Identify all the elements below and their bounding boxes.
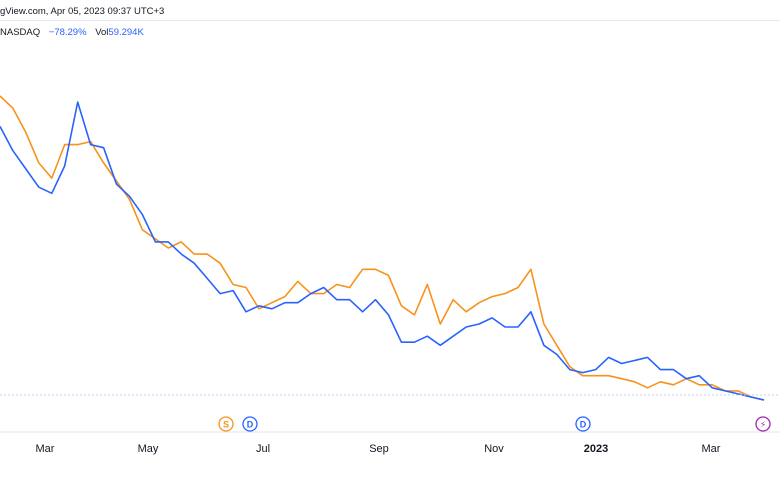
- x-tick-label: Mar: [702, 443, 721, 455]
- event-marker-circle: [575, 416, 591, 432]
- x-tick-label: May: [138, 443, 159, 455]
- event-marker-circle: [755, 416, 771, 432]
- event-marker-2[interactable]: D: [575, 416, 591, 432]
- x-tick-label: Mar: [36, 443, 55, 455]
- event-marker-circle: [218, 416, 234, 432]
- event-marker-circle: [242, 416, 258, 432]
- source-timestamp-line: gView.com, Apr 05, 2023 09:37 UTC+3: [0, 6, 165, 17]
- event-marker-1[interactable]: D: [242, 416, 258, 432]
- x-tick-label: 2023: [584, 443, 608, 455]
- event-marker-letter: D: [247, 420, 254, 430]
- header-divider: [0, 20, 780, 21]
- event-markers: S D D ⚡: [218, 416, 771, 432]
- event-marker-letter: ⚡: [760, 420, 766, 430]
- volume-value: 59.294K: [108, 27, 144, 38]
- event-marker-3[interactable]: ⚡: [755, 416, 771, 432]
- x-tick-label: Sep: [369, 443, 389, 455]
- event-marker-letter: S: [223, 420, 229, 430]
- x-tick-label: Jul: [256, 443, 270, 455]
- series-line-orange: [0, 95, 765, 401]
- x-axis-labels: Mar May Jul Sep Nov 2023 Mar: [36, 443, 721, 455]
- event-marker-0[interactable]: S: [218, 416, 234, 432]
- series-line-blue: [0, 101, 765, 401]
- series-lines: [0, 95, 765, 401]
- x-tick-label: Nov: [484, 443, 504, 455]
- exchange-label: NASDAQ: [0, 27, 41, 38]
- series-legend: NASDAQ −78.29% Vol59.294K: [0, 27, 144, 38]
- event-marker-letter: D: [580, 420, 587, 430]
- change-percent: −78.29%: [48, 27, 87, 38]
- volume-label: Vol: [95, 27, 109, 38]
